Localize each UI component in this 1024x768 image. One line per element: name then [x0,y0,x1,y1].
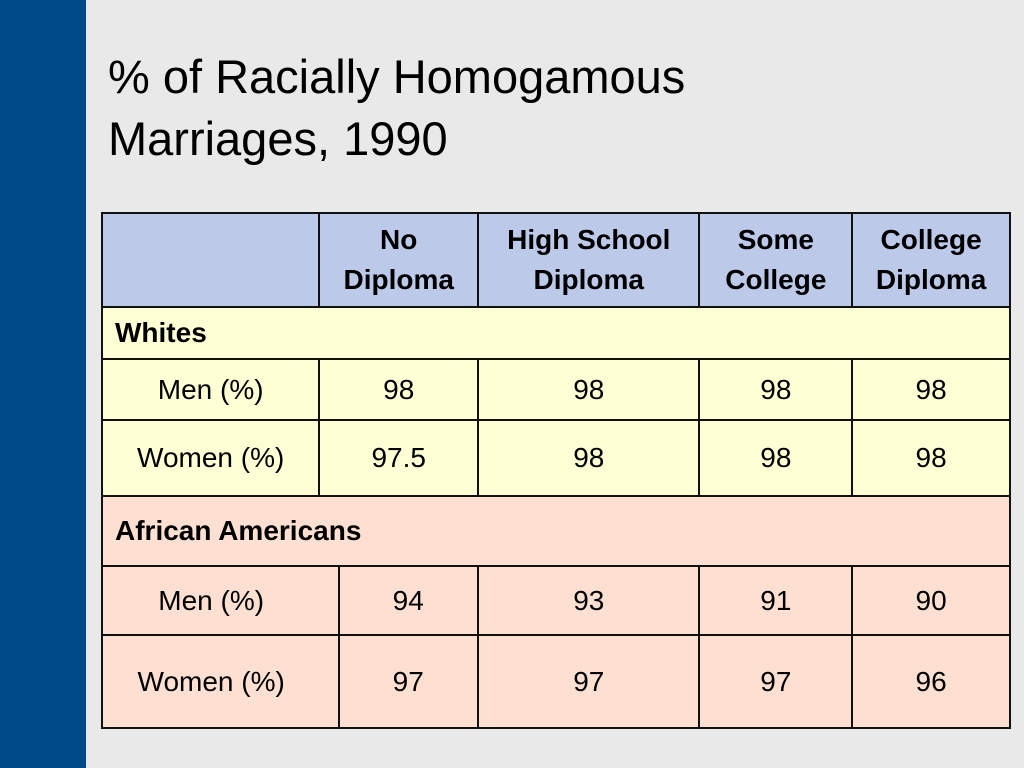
row-label: Men (%) [100,358,321,421]
table-cell: 93 [477,565,701,636]
table-row: Men (%) 94 93 91 90 [100,565,1011,636]
group-row-african-americans: African Americans [101,495,1011,567]
side-accent-bar [0,0,86,768]
table-cell: 97.5 [318,419,480,497]
group-row-whites: Whites [101,306,1011,360]
column-header-no-diploma: No Diploma [318,212,480,308]
row-label: Women (%) [100,634,320,729]
table-row: Women (%) 97 97 97 96 [100,634,1011,729]
table-cell: 97 [319,634,480,729]
group-label-whites: Whites [101,306,1011,360]
group-label-african-americans: African Americans [101,495,1011,567]
table-cell: 98 [318,358,480,421]
row-label: Women (%) [100,419,321,497]
table-cell: 98 [851,419,1011,497]
column-header-some-college: Some College [698,212,854,308]
table-cell: 96 [851,634,1011,729]
table-header-row: No Diploma High School Diploma Some Coll… [100,212,1011,308]
table-cell: 97 [698,634,854,729]
column-header-college-diploma: College Diploma [851,212,1011,308]
table-cell: 94 [319,565,480,636]
table-cell: 98 [698,358,854,421]
table-row: Men (%) 98 98 98 98 [100,358,1011,421]
table-cell: 90 [851,565,1011,636]
title-line-1: % of Racially Homogamous [108,50,686,103]
table-cell: 98 [851,358,1011,421]
table-row: Women (%) 97.5 98 98 98 [100,419,1011,497]
table-cell: 97 [477,634,701,729]
table-cell: 91 [698,565,854,636]
header-corner-cell [100,212,321,308]
title-line-2: Marriages, 1990 [108,112,448,165]
row-label: Men (%) [100,565,320,636]
table-cell: 98 [477,419,701,497]
column-header-high-school-diploma: High School Diploma [477,212,701,308]
homogamy-table: No Diploma High School Diploma Some Coll… [100,212,1011,729]
table-cell: 98 [477,358,701,421]
page-title: % of Racially Homogamous Marriages, 1990 [108,46,988,170]
table-cell: 98 [698,419,854,497]
